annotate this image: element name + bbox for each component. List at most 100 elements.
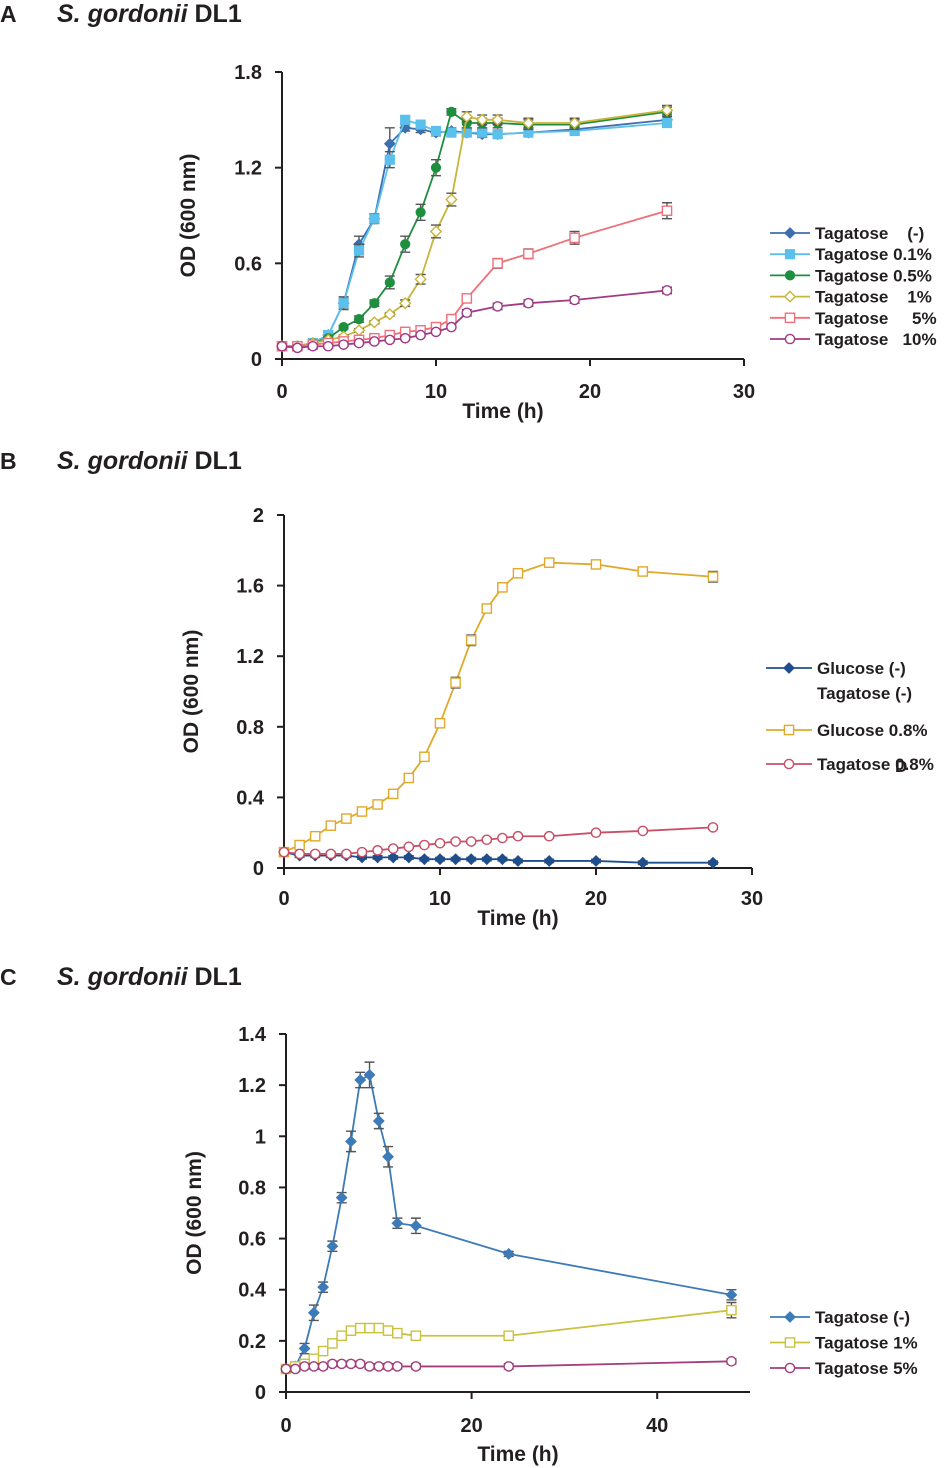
panel-b-series-3-point <box>294 848 305 860</box>
panel-a-legend-marker <box>784 227 796 239</box>
panel-a-legend-item: Tagatose 0.5% <box>770 266 932 285</box>
panel-c-series-1-point <box>391 1217 404 1230</box>
panel-c-series-1-point <box>326 1240 339 1253</box>
panel-c-series-2-point <box>382 1325 394 1336</box>
panel-a-series-2-line <box>282 118 668 348</box>
panel-c-series-3-point <box>410 1361 422 1372</box>
panel-a-title-species: S. gordonii <box>57 0 189 28</box>
panel-b-stray-label: D <box>895 757 907 776</box>
panel-a-x-tick-label: 30 <box>733 381 755 403</box>
panel-c-series-1-point <box>335 1191 348 1204</box>
panel-a-legend-label: Tagatose 10% <box>815 330 937 349</box>
panel-b-y-tick-label: 0 <box>253 858 264 880</box>
panel-b-series-3-point <box>356 846 368 858</box>
panel-c-title: S. gordonii DL1 <box>57 963 242 991</box>
panel-c-series-3-point <box>327 1358 338 1370</box>
panel-b-series-2-point <box>403 772 415 784</box>
panel-b-series-2-point <box>372 799 383 810</box>
panel-a-legend-label: Tagatose 0.5% <box>815 266 932 285</box>
panel-a-legend-label: Tagatose 0.1% <box>815 245 932 264</box>
panel-b-series-2-point <box>707 571 719 583</box>
panel-b-series-2-point <box>543 557 555 568</box>
panel-b-series-2-point <box>434 717 446 729</box>
panel-a-x-tick-label: 0 <box>276 381 287 403</box>
panel-b-series-1-point <box>590 855 602 867</box>
panel-b-y-tick-label: 0.8 <box>236 717 264 739</box>
panel-b-legend-item: Tagatose 0.8% <box>766 755 934 774</box>
panel-a-legend-item: Tagatose 5% <box>770 309 937 328</box>
panel-a-series-2-point <box>338 298 349 309</box>
panel-c-y-tick-label: 0.2 <box>238 1331 266 1353</box>
panel-b-series-2 <box>278 557 719 858</box>
panel-c-y-axis-title: OD (600 nm) <box>183 1151 206 1275</box>
panel-c-x-tick-label: 0 <box>280 1415 291 1437</box>
panel-a-y-tick-label: 1.8 <box>234 62 262 84</box>
panel-b-series-2-point <box>590 559 602 570</box>
panel-b-series-2-point <box>497 582 508 593</box>
panel-c-series-1-point <box>725 1288 738 1301</box>
panel-b-series-3 <box>278 822 719 860</box>
panel-b-series-3-point <box>481 834 493 846</box>
panel-c: C S. gordonii DL1 0 20 40 0 0.2 0.4 0.6 0.8 1 1.2 1.… <box>0 963 918 1466</box>
panel-b-x-tick-label: 30 <box>741 888 763 910</box>
panel-b-series-3-point <box>543 830 555 842</box>
panel-a-x-tick-label: 20 <box>579 381 601 403</box>
panel-a-series-3-point <box>430 162 442 173</box>
panel-b-series-3-point <box>419 839 430 851</box>
panel-b-series-2-point <box>419 751 430 763</box>
panel-b-series-3-point <box>325 848 337 860</box>
panel-a-series-5-point <box>492 258 503 269</box>
panel-a: A S. gordonii DL1 0 10 20 30 0 0.6 1.2 1.8 Time (h… <box>0 0 937 423</box>
panel-b-series-3-point <box>278 846 290 858</box>
panel-b-series-1-point <box>636 856 649 869</box>
panel-a-title-strain: DL1 <box>188 0 242 28</box>
panel-c-series-1-point <box>317 1281 330 1294</box>
panel-b-series-1-point <box>707 856 719 869</box>
panel-b-title-strain: DL1 <box>188 447 242 475</box>
panel-b-series-1-point <box>465 853 478 866</box>
panel-c-series-3-point <box>392 1361 403 1372</box>
panel-c-series-2-point <box>410 1330 422 1342</box>
panel-a-series-2-point <box>369 213 380 224</box>
panel-b-legend-item: Glucose 0.8% <box>766 721 928 740</box>
panel-a-series-6-point <box>446 321 457 333</box>
panel-a-series-6 <box>276 285 673 354</box>
panel-a-series-6-point <box>461 307 473 319</box>
panel-a-series-3-point <box>400 239 411 250</box>
panel-a-y-axis-title: OD (600 nm) <box>177 154 200 278</box>
panel-b-series-3-point <box>450 836 461 847</box>
panel-a-series-4 <box>275 104 674 353</box>
panel-b-series-3-point <box>637 825 649 837</box>
panel-a-series-6-point <box>569 294 580 306</box>
panel-b-series-3-point <box>372 845 383 856</box>
panel-a-series-6-point <box>399 332 411 344</box>
panel-a-legend-label: Tagatose 1% <box>815 288 932 307</box>
panel-b-legend-label: Tagatose 0.8% <box>817 755 934 774</box>
panel-b-x-tick-label: 10 <box>429 888 451 910</box>
panel-a-series-6-point <box>384 334 396 346</box>
panel-a-series-6-point <box>292 342 303 354</box>
panel-c-x-tick-label: 20 <box>460 1415 482 1437</box>
panel-b-series-1-point <box>418 853 431 866</box>
panel-b-series-1-point <box>480 853 493 866</box>
panel-c-series-1-point <box>502 1248 515 1260</box>
panel-a-series-5-point <box>569 232 580 244</box>
panel-a-series-6-point <box>353 337 365 349</box>
panel-c-legend-item: Tagatose 1% <box>770 1334 918 1353</box>
panel-a-legend-label: Tagatose 5% <box>815 309 937 328</box>
panel-a-series-6-point <box>369 336 380 347</box>
panel-a-letter: A <box>0 1 17 27</box>
panel-b-series-3-point <box>465 836 477 847</box>
panel-b-series-2-point <box>325 820 337 831</box>
panel-c-series-3-point <box>373 1361 385 1372</box>
panel-c-series-2-point <box>726 1304 737 1316</box>
panel-c-legend: Tagatose (-) Tagatose 1% Tagatose 5% <box>770 1308 918 1378</box>
panel-c-series-2-point <box>317 1345 329 1357</box>
panel-c-y-tick-label: 1.2 <box>238 1075 266 1097</box>
panel-a-legend: Tagatose (-) Tagatose 0.1% Tagatose 0.5% Ta… <box>770 224 937 349</box>
panel-c-y-tick-label: 0.6 <box>238 1229 266 1251</box>
panel-b-series-2-point <box>309 830 321 842</box>
panel-c-series-3-point <box>503 1361 515 1372</box>
panel-c-series-1-line <box>285 1073 732 1370</box>
